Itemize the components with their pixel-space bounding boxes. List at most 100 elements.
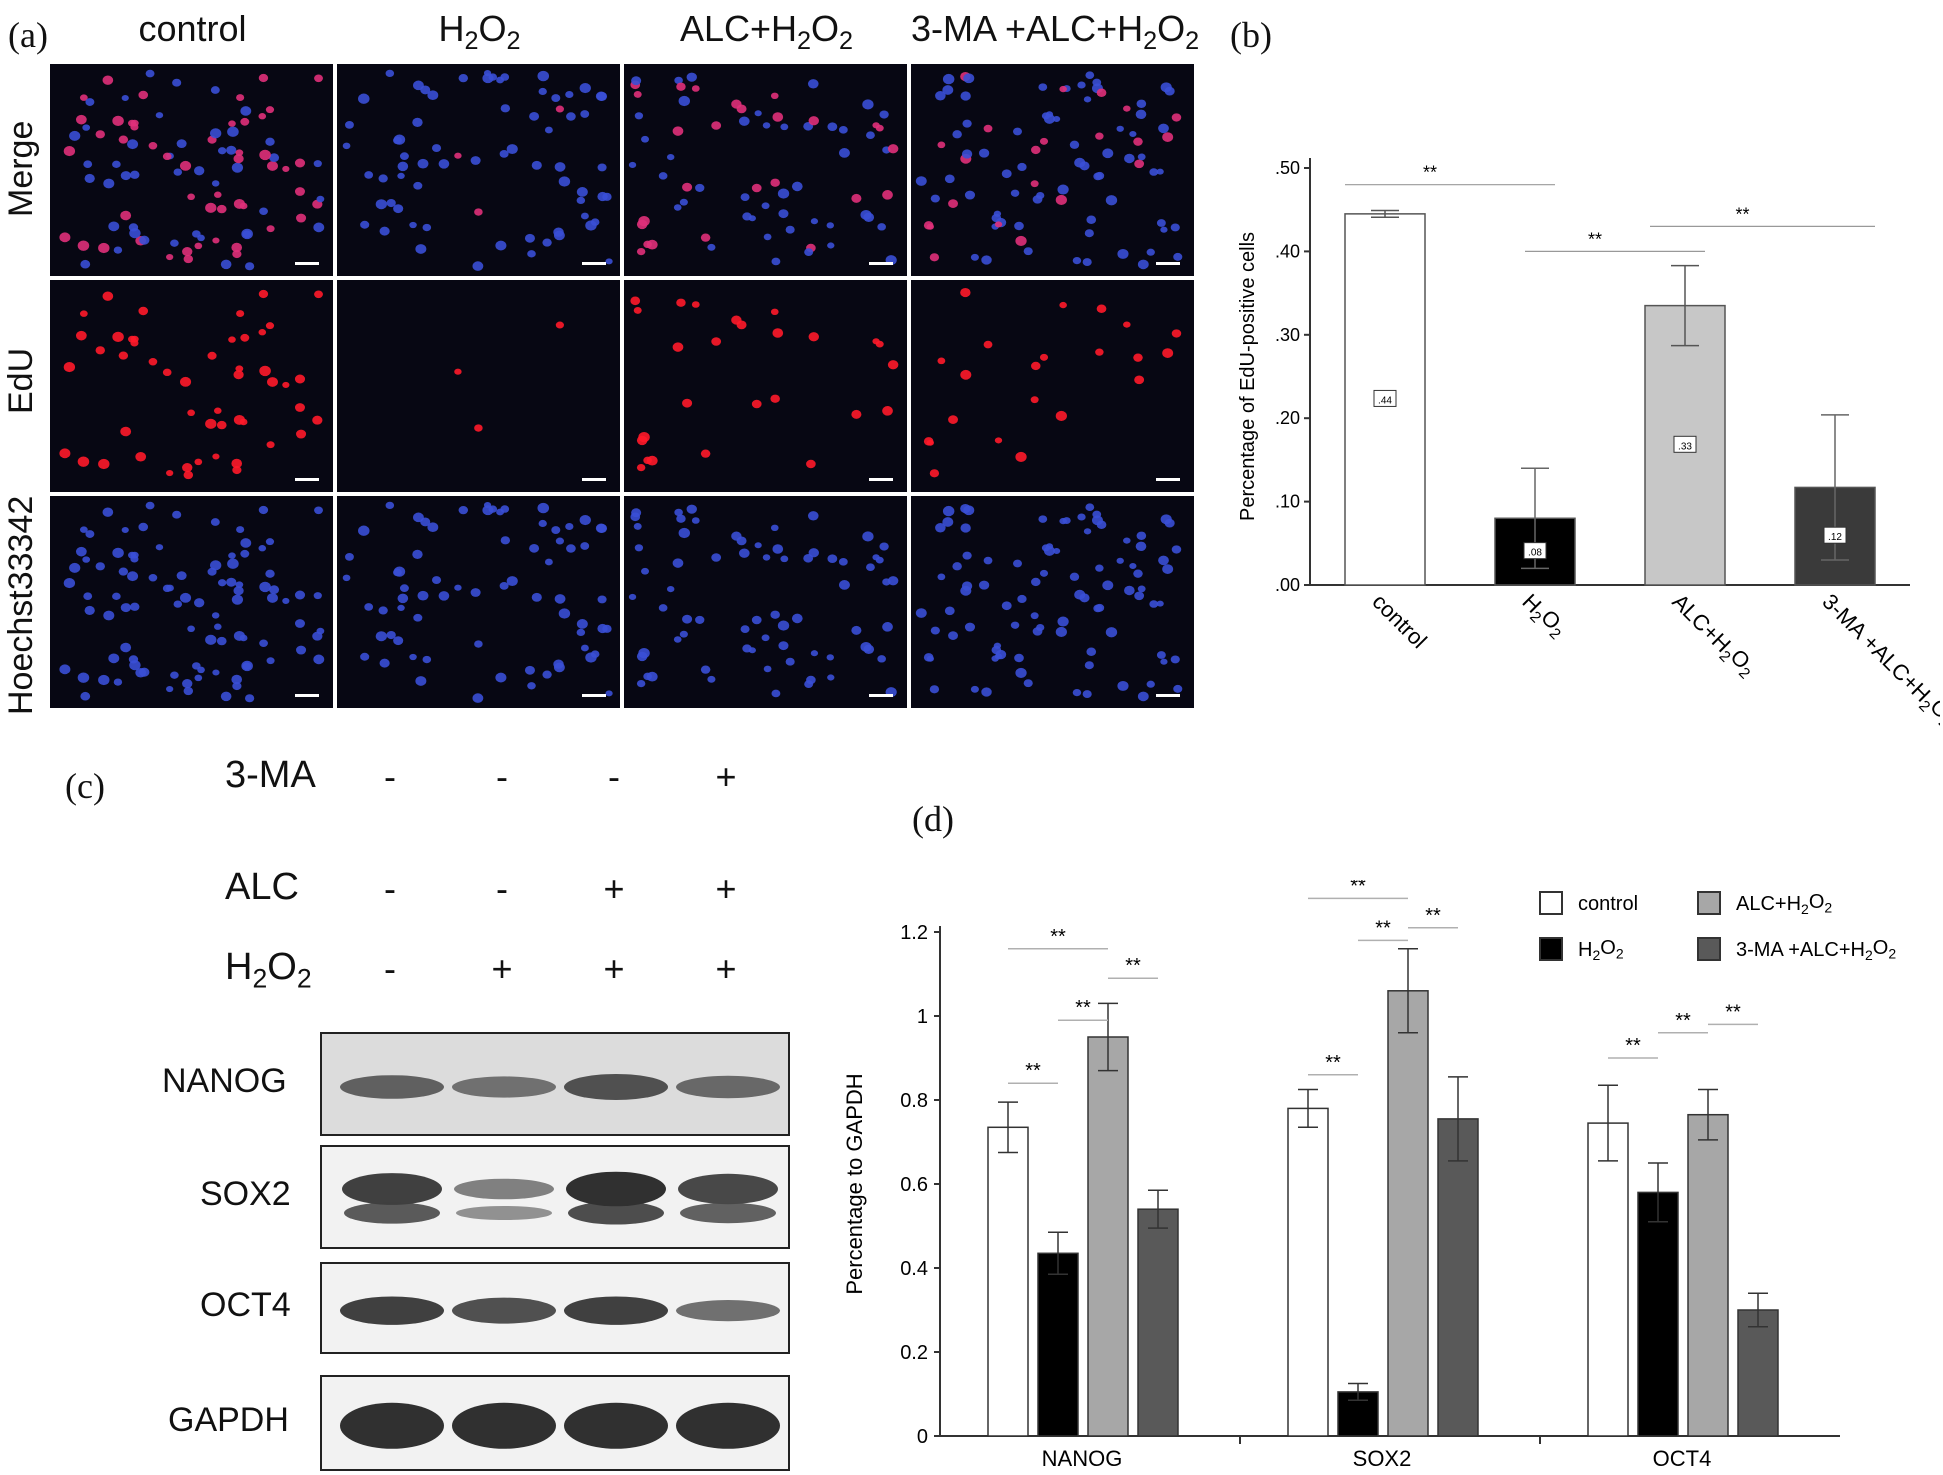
nucleus: [1072, 688, 1082, 697]
nucleus: [120, 426, 132, 437]
nucleus: [736, 536, 747, 546]
nucleus: [228, 336, 236, 343]
nucleus: [155, 544, 164, 551]
scale-bar: [1156, 478, 1180, 481]
nucleus: [1162, 564, 1174, 574]
significance-marker: **: [1050, 926, 1066, 948]
nucleus: [129, 602, 140, 611]
nucleus: [282, 597, 290, 604]
nucleus: [265, 322, 275, 330]
micrograph-merge-0: [50, 64, 333, 276]
nucleus: [258, 73, 269, 83]
nucleus: [182, 679, 193, 689]
nucleus: [633, 523, 642, 530]
nucleus: [763, 665, 772, 673]
nucleus: [636, 247, 646, 256]
protein-label-sox2: SOX2: [200, 1175, 291, 1213]
nucleus: [162, 152, 172, 161]
nucleus: [926, 439, 934, 446]
nucleus: [179, 592, 192, 603]
nucleus: [393, 134, 406, 145]
nucleus: [524, 233, 535, 243]
nucleus: [579, 514, 591, 526]
nucleus: [937, 141, 946, 149]
nucleus: [266, 441, 275, 449]
nucleus: [524, 665, 535, 675]
nucleus: [827, 554, 838, 563]
nucleus: [360, 652, 370, 661]
nucleus: [166, 469, 174, 477]
nucleus: [216, 420, 227, 430]
treatment-sign: -: [608, 756, 620, 797]
nucleus: [176, 571, 187, 581]
nucleus: [1137, 691, 1149, 702]
nucleus: [542, 670, 552, 679]
nucleus: [192, 230, 201, 238]
category-label-oct4: OCT4: [1653, 1446, 1712, 1471]
y-tick-label: .20: [1275, 408, 1300, 428]
nucleus: [590, 218, 600, 226]
nucleus: [170, 671, 179, 679]
nucleus: [838, 558, 848, 566]
micrograph-merge-3: [911, 64, 1194, 276]
nucleus: [233, 586, 244, 596]
nucleus: [1117, 680, 1129, 691]
nucleus: [399, 584, 409, 593]
nucleus: [682, 614, 693, 624]
nucleus: [952, 562, 962, 571]
nucleus: [413, 181, 423, 190]
nucleus: [69, 562, 81, 573]
nucleus: [83, 160, 93, 169]
nucleus: [630, 296, 641, 306]
nucleus: [259, 365, 271, 377]
nucleus: [120, 603, 131, 613]
nucleus: [210, 518, 220, 526]
nucleus: [1001, 601, 1012, 611]
panel-d-letter: (d): [912, 799, 954, 839]
nucleus: [1010, 621, 1020, 629]
nucleus: [232, 466, 242, 475]
nucleus: [1013, 559, 1022, 568]
blot-oct4: [320, 1262, 790, 1354]
nucleus: [763, 233, 772, 241]
nucleus: [220, 259, 232, 270]
nucleus: [85, 98, 95, 106]
nucleus: [427, 522, 439, 533]
nucleus: [882, 622, 893, 632]
nucleus: [1084, 661, 1094, 670]
micrograph-image: [923, 287, 1182, 481]
significance-marker: **: [1588, 229, 1602, 249]
nucleus: [83, 592, 93, 601]
nucleus: [258, 545, 267, 552]
panel-c-letter: (c): [65, 766, 105, 806]
nucleus: [1149, 600, 1159, 608]
nucleus: [112, 160, 121, 169]
nucleus: [265, 569, 275, 578]
nucleus: [226, 145, 237, 155]
nucleus: [736, 320, 747, 330]
nucleus: [182, 247, 193, 257]
nucleus: [1124, 585, 1135, 596]
nucleus: [95, 562, 105, 571]
protein-label-gapdh: GAPDH: [168, 1401, 289, 1439]
nucleus: [438, 591, 450, 601]
nucleus: [173, 600, 183, 608]
nucleus: [678, 527, 691, 539]
nucleus: [1086, 647, 1097, 656]
nucleus: [658, 172, 668, 180]
nucleus: [239, 418, 248, 426]
nucleus: [1105, 195, 1118, 206]
nucleus: [1085, 503, 1095, 511]
nucleus: [1055, 410, 1067, 421]
nucleus: [686, 504, 697, 514]
micrograph-merge-1: [337, 64, 620, 276]
y-tick-label: 0.6: [900, 1174, 928, 1196]
nucleus: [1123, 321, 1131, 328]
nucleus: [266, 657, 275, 665]
nucleus: [1039, 353, 1049, 361]
nucleus: [194, 458, 203, 466]
nucleus: [887, 144, 899, 154]
y-tick-label: .40: [1275, 241, 1300, 261]
nucleus: [85, 530, 95, 538]
nucleus: [112, 592, 121, 601]
